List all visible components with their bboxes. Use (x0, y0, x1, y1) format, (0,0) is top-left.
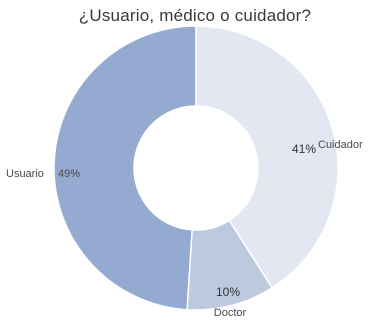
slice-label-doctor: Doctor (214, 307, 247, 319)
slice-cuidador (195, 25, 339, 289)
slice-label-cuidador: Cuidador (318, 139, 363, 151)
value-label-usuario: 49% (58, 168, 80, 180)
slice-label-usuario: Usuario (6, 168, 44, 180)
value-label-cuidador: 41% (292, 142, 316, 156)
slice-usuario (53, 25, 197, 311)
value-label-doctor: 10% (216, 285, 240, 299)
chart-title: ¿Usuario, médico o cuidador? (78, 6, 312, 25)
